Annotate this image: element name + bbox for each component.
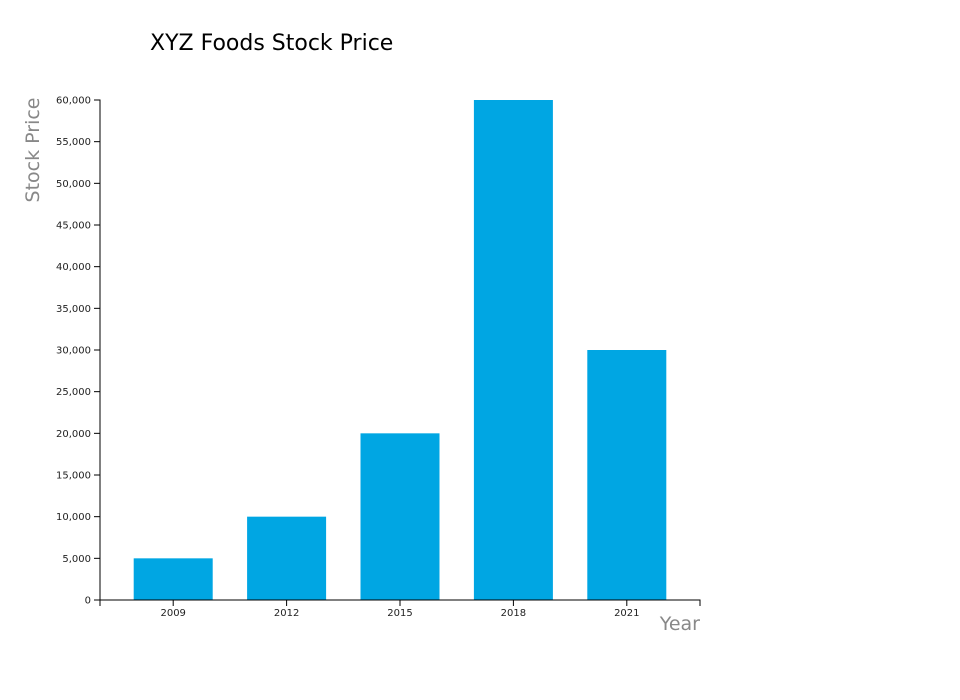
bar-2018 [473,100,553,600]
y-tick-label: 20,000 [56,429,91,440]
x-tick: 2009 [160,600,186,619]
y-tick: 20,000 [56,429,100,440]
y-tick: 60,000 [56,96,100,107]
y-tick-label: 25,000 [56,387,91,398]
y-tick: 30,000 [56,346,100,357]
y-tick-label: 45,000 [56,221,91,232]
y-tick: 55,000 [56,137,100,148]
x-axis-title: Year [659,613,700,635]
y-tick: 25,000 [56,387,100,398]
bar-2021 [587,350,667,600]
x-tick: 2012 [274,600,299,619]
x-tick: 2015 [387,600,413,619]
x-tick-label: 2021 [614,608,639,619]
x-tick-label: 2018 [501,608,526,619]
y-tick: 15,000 [56,471,100,482]
bar-2015 [360,433,440,600]
y-tick-label: 15,000 [56,471,91,482]
x-tick-label: 2015 [387,608,412,619]
bar-2012 [247,516,327,600]
x-tick: 2021 [614,600,640,619]
y-tick: 45,000 [56,221,100,232]
y-tick: 50,000 [56,179,100,190]
y-tick: 40,000 [56,262,100,273]
y-tick: 35,000 [56,304,100,315]
x-tick-label: 2009 [160,608,185,619]
y-axis: 0 5,000 10,000 15,000 20,000 25,000 30,000 35,0… [56,96,101,607]
y-tick: 0 [85,596,100,607]
chart-title: XYZ Foods Stock Price [150,31,393,56]
y-tick: 5,000 [62,554,100,565]
y-axis-title: Stock Price [22,98,44,203]
x-axis: 2009 2012 2015 2018 2021 [99,599,701,619]
bar-2009 [133,558,213,600]
y-tick: 10,000 [56,512,100,523]
y-tick-label: 50,000 [56,179,91,190]
y-tick-label: 40,000 [56,262,91,273]
y-tick-label: 10,000 [56,512,91,523]
y-tick-label: 0 [85,596,91,607]
y-tick-label: 30,000 [56,346,91,357]
y-axis-line [94,99,101,600]
y-tick-label: 5,000 [62,554,91,565]
y-tick-label: 35,000 [56,304,91,315]
bars [133,100,667,600]
x-tick: 2018 [501,600,526,619]
x-tick-label: 2012 [274,608,299,619]
y-tick-label: 60,000 [56,96,91,107]
x-axis-line [99,599,701,606]
y-tick-label: 55,000 [56,137,91,148]
